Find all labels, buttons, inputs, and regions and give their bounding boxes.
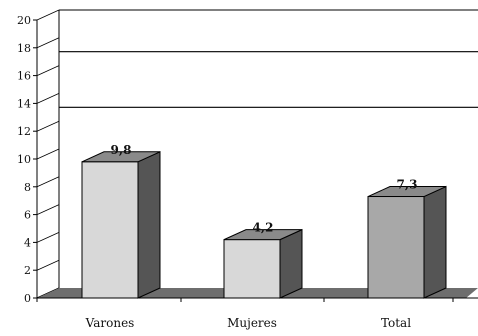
y-tick-label: 20 <box>17 14 31 27</box>
bar-top <box>367 186 447 198</box>
y-tick-label: 2 <box>24 264 31 277</box>
data-label: 7,3 <box>397 178 418 192</box>
y-tick-label: 10 <box>17 153 31 166</box>
y-tick-label: 8 <box>24 181 31 194</box>
wall-tick <box>36 204 60 215</box>
y-tick-label: 14 <box>17 97 31 110</box>
y-tick-label: 16 <box>17 70 31 83</box>
wall-tick <box>36 65 60 76</box>
wall-tick <box>36 9 60 21</box>
bar-side <box>279 228 303 299</box>
bar-top <box>223 229 303 241</box>
wall-tick <box>36 232 60 243</box>
y-tick-label: 18 <box>17 42 31 55</box>
wall-tick <box>36 259 60 271</box>
y-tick-label: 4 <box>24 236 31 249</box>
x-tick-label: Varones <box>85 316 135 330</box>
bar-front <box>223 239 281 299</box>
x-tick-label: Total <box>381 316 411 330</box>
bar-side <box>137 151 161 299</box>
y-tick-label: 0 <box>24 292 31 305</box>
x-tick-label: Mujeres <box>227 316 277 330</box>
wall-tick <box>36 120 60 132</box>
data-label: 9,8 <box>111 143 132 157</box>
bar-front <box>367 196 425 299</box>
bar-front <box>81 161 139 299</box>
y-tick-label: 12 <box>17 125 31 138</box>
bar-top <box>81 151 161 163</box>
bar-side <box>423 185 447 299</box>
grid-lines <box>59 51 478 108</box>
y-tick-label: 6 <box>24 209 31 222</box>
category-labels: Varones Mujeres Total <box>36 298 454 330</box>
wall-tick <box>36 176 60 188</box>
wall-tick <box>36 93 60 104</box>
bars: 9,8 4,2 7,3 <box>81 143 447 299</box>
wall-tick <box>36 37 60 49</box>
wall-tick <box>36 148 60 160</box>
y-axis: 0 2 4 6 8 10 12 14 16 18 20 <box>17 9 60 305</box>
data-label: 4,2 <box>253 221 274 235</box>
